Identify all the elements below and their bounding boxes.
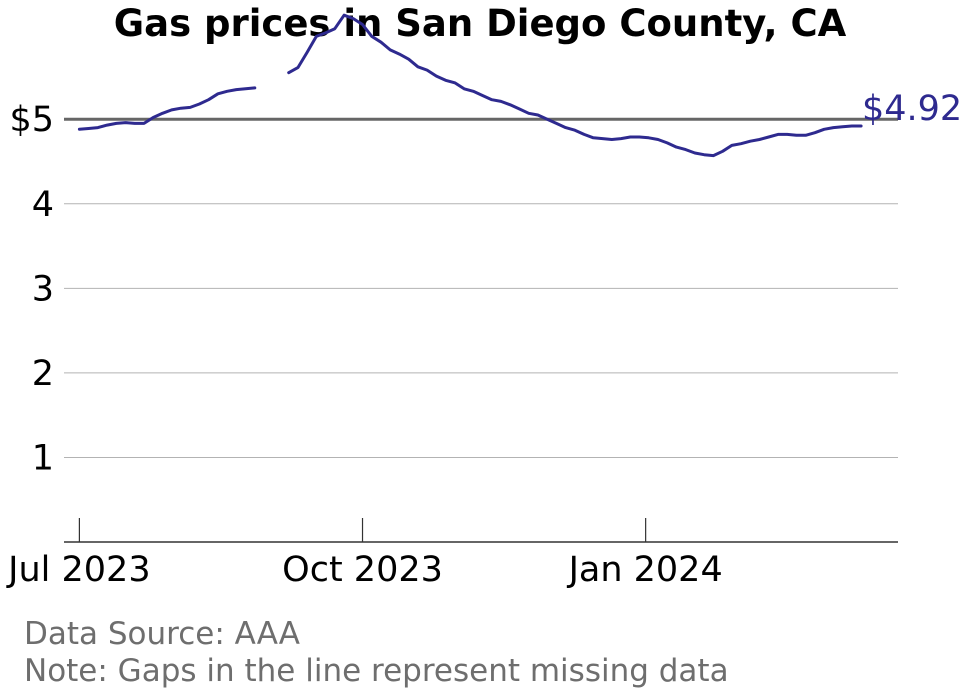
price-line-segment (287, 13, 863, 158)
last-value-label: $4.92 (862, 89, 962, 129)
x-axis (64, 518, 898, 543)
y-tick-label: 1 (32, 438, 54, 478)
y-tick-label: 3 (32, 269, 54, 309)
grid-lines (64, 203, 898, 458)
x-tick-label: Oct 2023 (282, 550, 443, 590)
price-line-segment (77, 86, 257, 131)
x-tick-labels: Jul 2023 Oct 2023 Jan 2024 (6, 550, 723, 590)
y-tick-label: 4 (32, 185, 54, 225)
y-tick-label: 2 (32, 354, 54, 394)
chart-title: Gas prices in San Diego County, CA (113, 2, 847, 45)
data-source-note: Data Source: AAA (24, 616, 300, 652)
y-tick-labels: $5 4 3 2 1 (9, 100, 54, 478)
x-tick-label: Jul 2023 (6, 550, 150, 590)
y-tick-label: $5 (9, 100, 54, 140)
series-layer (77, 13, 863, 158)
missing-data-note: Note: Gaps in the line represent missing… (24, 653, 729, 689)
x-tick-label: Jan 2024 (567, 550, 723, 590)
last-value-layer: $4.92 (862, 89, 962, 129)
